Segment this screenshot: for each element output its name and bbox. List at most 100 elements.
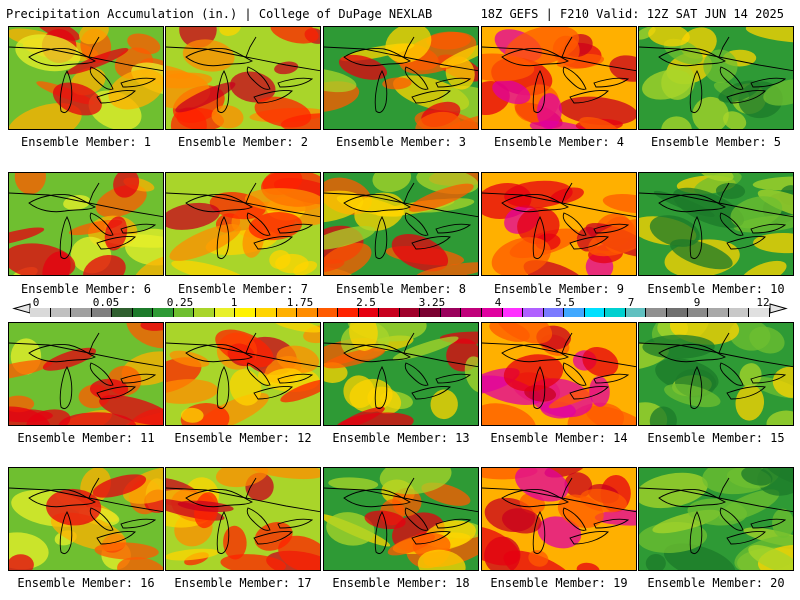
colorbar-swatch: [749, 308, 770, 317]
colorbar-swatch: [482, 308, 503, 317]
ensemble-member-label: Ensemble Member: 7: [177, 282, 309, 296]
ensemble-member-label: Ensemble Member: 17: [174, 576, 312, 590]
ensemble-map-panel: [165, 322, 321, 426]
ensemble-map-panel: [323, 467, 479, 571]
colorbar-tick-label: 9: [693, 296, 701, 309]
ensemble-member-label: Ensemble Member: 10: [647, 282, 785, 296]
colorbar-tick-label: 3.25: [418, 296, 446, 309]
ensemble-map-panel: [8, 322, 164, 426]
colorbar-swatch: [543, 308, 565, 317]
colorbar-tick-label: 5.5: [555, 296, 575, 309]
colorbar-swatch: [502, 308, 524, 317]
colorbar-tick-label: 2.5: [356, 296, 376, 309]
colorbar-tick-label: 0: [32, 296, 40, 309]
colorbar-tick-label: 1: [230, 296, 238, 309]
precip-field-map: [639, 27, 793, 129]
ensemble-map-panel: [165, 467, 321, 571]
colorbar-swatch: [276, 308, 298, 317]
precip-field-map: [324, 468, 478, 570]
ensemble-map-panel: [481, 172, 637, 276]
precip-field-map: [482, 27, 636, 129]
ensemble-member-label: Ensemble Member: 3: [335, 135, 467, 149]
ensemble-member-label: Ensemble Member: 14: [490, 431, 628, 445]
colorbar-swatch: [584, 308, 606, 317]
precip-field-map: [639, 468, 793, 570]
precip-field-map: [166, 468, 320, 570]
ensemble-map-panel: [481, 322, 637, 426]
colorbar-tick-label: 0.25: [166, 296, 194, 309]
colorbar-swatch: [132, 308, 154, 317]
ensemble-member-label: Ensemble Member: 9: [493, 282, 625, 296]
precip-field-map: [639, 173, 793, 275]
precip-field-map: [166, 323, 320, 425]
colorbar-swatch: [173, 308, 195, 317]
colorbar-tick-label: 7: [627, 296, 635, 309]
colorbar-swatch: [338, 308, 359, 317]
colorbar-swatch: [420, 308, 441, 317]
ensemble-map-panel: [638, 26, 794, 130]
ensemble-map-panel: [638, 467, 794, 571]
colorbar-swatch: [440, 308, 462, 317]
ensemble-member-label: Ensemble Member: 18: [332, 576, 470, 590]
colorbar-swatches: [30, 308, 770, 317]
precip-field-map: [324, 323, 478, 425]
ensemble-member-label: Ensemble Member: 4: [493, 135, 625, 149]
colorbar-swatch: [358, 308, 380, 317]
colorbar-swatch: [91, 308, 113, 317]
colorbar-tick-label: 0.05: [92, 296, 120, 309]
colorbar-swatch: [666, 308, 688, 317]
ensemble-map-panel: [165, 26, 321, 130]
colorbar-swatch: [523, 308, 544, 317]
precip-field-map: [166, 27, 320, 129]
precip-field-map: [324, 173, 478, 275]
colorbar-swatch: [317, 308, 339, 317]
precip-field-map: [9, 323, 163, 425]
ensemble-map-panel: [638, 172, 794, 276]
ensemble-member-label: Ensemble Member: 19: [490, 576, 628, 590]
colorbar-swatch: [605, 308, 626, 317]
ensemble-member-label: Ensemble Member: 13: [332, 431, 470, 445]
ensemble-member-label: Ensemble Member: 1: [20, 135, 152, 149]
map-title: Precipitation Accumulation (in.) | Colle…: [6, 7, 433, 21]
colorbar-tick-label: 4: [494, 296, 502, 309]
ensemble-map-panel: [8, 172, 164, 276]
ensemble-member-label: Ensemble Member: 8: [335, 282, 467, 296]
precip-field-map: [166, 173, 320, 275]
ensemble-member-label: Ensemble Member: 6: [20, 282, 152, 296]
colorbar-swatch: [214, 308, 236, 317]
ensemble-map-panel: [323, 26, 479, 130]
colorbar-swatch: [297, 308, 318, 317]
ensemble-map-panel: [481, 26, 637, 130]
colorbar-swatch: [194, 308, 215, 317]
precip-field-map: [482, 323, 636, 425]
colorbar-tick-label: 1.75: [286, 296, 314, 309]
ensemble-member-label: Ensemble Member: 11: [17, 431, 155, 445]
precip-field-map: [639, 323, 793, 425]
colorbar-swatch: [399, 308, 421, 317]
run-valid-time: 18Z GEFS | F210 Valid: 12Z SAT JUN 14 20…: [480, 7, 784, 21]
ensemble-map-panel: [165, 172, 321, 276]
colorbar-swatch: [728, 308, 750, 317]
colorbar-swatch: [235, 308, 257, 317]
ensemble-map-panel: [323, 172, 479, 276]
colorbar-tick-label: 12: [756, 296, 770, 309]
ensemble-member-label: Ensemble Member: 16: [17, 576, 155, 590]
precip-field-map: [9, 27, 163, 129]
colorbar-swatch: [646, 308, 667, 317]
ensemble-map-panel: [8, 467, 164, 571]
precip-field-map: [482, 173, 636, 275]
ensemble-member-label: Ensemble Member: 2: [177, 135, 309, 149]
colorbar-swatch: [379, 308, 400, 317]
ensemble-member-label: Ensemble Member: 20: [647, 576, 785, 590]
ensemble-map-panel: [481, 467, 637, 571]
ensemble-map-panel: [323, 322, 479, 426]
ensemble-member-label: Ensemble Member: 5: [650, 135, 782, 149]
colorbar-swatch: [112, 308, 133, 317]
colorbar-swatch: [708, 308, 729, 317]
precip-field-map: [482, 468, 636, 570]
precip-field-map: [324, 27, 478, 129]
ensemble-map-panel: [638, 322, 794, 426]
colorbar-swatch: [71, 308, 92, 317]
colorbar-swatch: [50, 308, 72, 317]
ensemble-member-label: Ensemble Member: 12: [174, 431, 312, 445]
